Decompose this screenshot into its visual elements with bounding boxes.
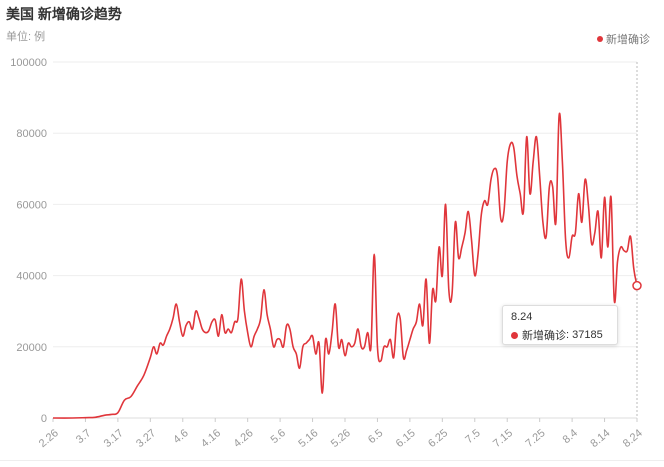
x-tick-label: 4.26 [231, 427, 255, 450]
y-tick-label: 60000 [16, 199, 47, 211]
tooltip-row: 新增确诊: 37185 [511, 327, 603, 343]
x-tick-label: 7.15 [491, 427, 515, 450]
tooltip-series-label: 新增确诊 [522, 330, 566, 342]
legend-dot-icon [597, 36, 603, 42]
grid-lines [53, 61, 637, 419]
x-tick-label: 8.4 [561, 427, 580, 446]
y-tick-label: 20000 [16, 342, 47, 354]
x-tick-label: 6.15 [394, 427, 418, 450]
tooltip-dot-icon [511, 331, 518, 339]
hover-point[interactable] [632, 280, 642, 291]
hover-marker-layer [632, 62, 642, 418]
legend-label: 新增确诊 [606, 34, 650, 46]
unit-label: 单位: 例 [6, 31, 46, 43]
series-line-layer [52, 112, 638, 419]
y-tick-label: 40000 [16, 271, 47, 283]
axes: 0 20000 40000 60000 80000 100000 2.26 3.7 3.17 3.… [10, 57, 645, 450]
x-tick-label: 6.25 [426, 427, 450, 450]
legend[interactable]: 新增确诊 [597, 31, 650, 47]
data-tooltip: 8.24 新增确诊: 37185 [502, 305, 618, 345]
x-tick-label: 5.16 [296, 427, 320, 450]
y-tick-label: 100000 [10, 57, 47, 69]
series-line [52, 112, 638, 419]
x-tick-label: 6.5 [366, 427, 385, 446]
y-tick-label: 0 [41, 413, 47, 425]
x-tick-label: 4.6 [171, 427, 190, 446]
x-tick-label: 3.27 [134, 427, 158, 450]
y-tick-label: 80000 [16, 128, 47, 140]
tooltip-date: 8.24 [511, 311, 533, 323]
x-tick-label: 3.7 [74, 427, 93, 446]
x-tick-label: 8.14 [588, 427, 612, 450]
x-tick-label: 7.25 [523, 427, 547, 450]
chart-title: 美国 新增确诊趋势 [6, 6, 122, 22]
bottom-divider [0, 460, 664, 461]
tooltip-value: 37185 [572, 329, 603, 341]
x-tick-label: 5.26 [329, 427, 353, 450]
x-tick-label: 8.24 [621, 427, 645, 450]
tooltip-separator: : [566, 329, 573, 341]
x-tick-label: 3.17 [102, 427, 126, 450]
x-tick-label: 7.5 [463, 427, 482, 446]
x-tick-label: 4.16 [199, 427, 223, 450]
x-tick-label: 2.26 [37, 427, 61, 450]
x-tick-label: 5.6 [269, 427, 288, 446]
